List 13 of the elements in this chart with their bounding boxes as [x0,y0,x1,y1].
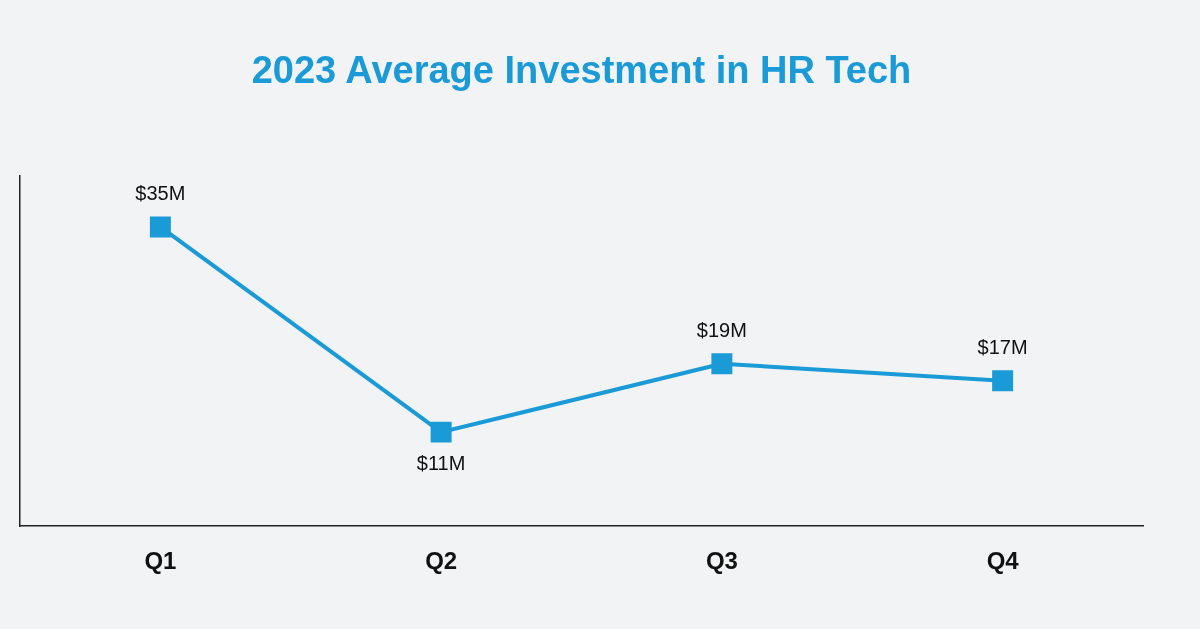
data-label: $35M [135,182,186,205]
chart-title: 2023 Average Investment in HR Tech [251,49,912,92]
x-tick-label: Q3 [705,547,738,575]
point [992,370,1014,392]
data-label: $11M [416,451,466,474]
point [430,421,452,443]
x-tick-label: Q1 [144,547,177,575]
data-label: $19M [696,319,747,342]
x-tick-label: Q2 [425,547,458,575]
point [149,216,171,238]
data-label: $17M [977,336,1028,359]
point [711,353,733,375]
x-tick-label: Q4 [986,547,1020,575]
